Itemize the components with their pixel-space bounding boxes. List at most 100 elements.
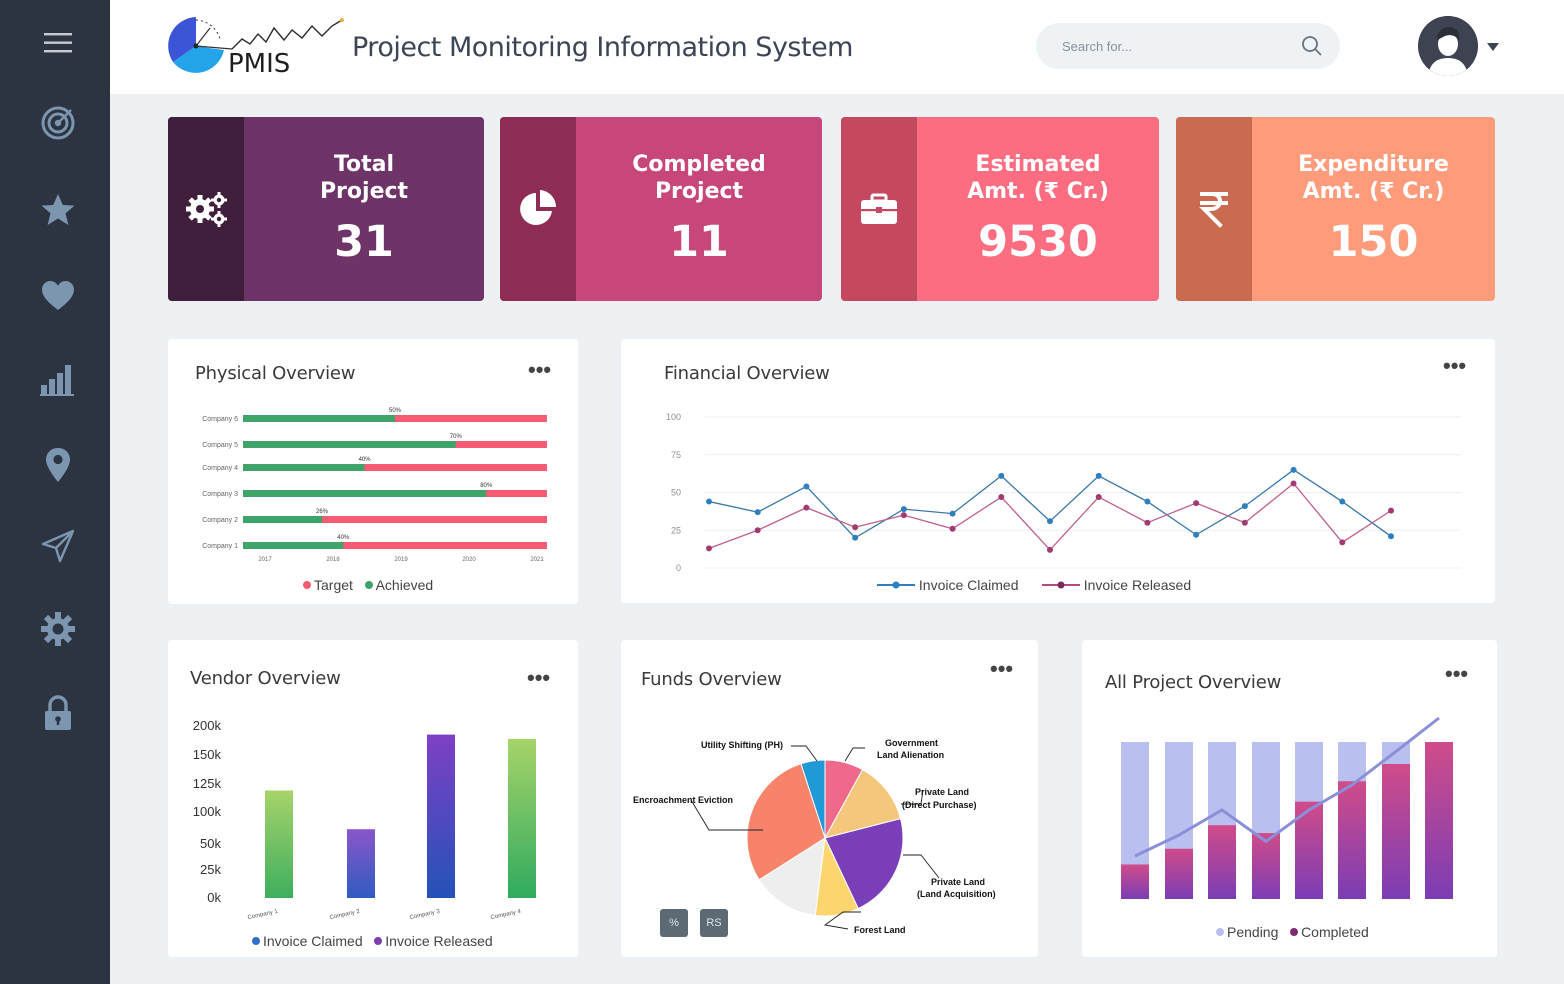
data-point-released: [1047, 546, 1053, 553]
search-icon[interactable]: [1300, 34, 1324, 58]
completed-bar: [1425, 742, 1453, 899]
location-pin-icon[interactable]: [35, 442, 81, 488]
x-tick-label: Company 2: [329, 909, 361, 921]
legend-achieved-label: Achieved: [375, 577, 434, 593]
legend-completed-swatch: [1290, 928, 1299, 936]
leader-line: [844, 747, 865, 762]
pie-slice: [824, 817, 904, 910]
data-point-released: [803, 504, 810, 511]
data-point-claimed: [1241, 503, 1248, 510]
completed-bar: [1252, 833, 1280, 899]
data-point-claimed: [949, 510, 956, 517]
vendor-overview-panel: Vendor Overview ••• 0k 25k 50k 100k 125k 150k…: [168, 640, 578, 957]
financial-chart: 0 25 50 75 100: [666, 412, 1461, 573]
series-line-invoice-released: [708, 482, 1392, 551]
achieved-bar: [243, 542, 344, 549]
pie-slice: [758, 837, 826, 916]
y-tick-label: 0k: [207, 890, 221, 905]
stat-card-estimated-amount[interactable]: Estimated Amt. (₹ Cr.) 9530: [841, 117, 1159, 301]
stat-card-strip: [500, 117, 576, 301]
chevron-down-icon[interactable]: [1486, 42, 1500, 52]
completed-bar: [1208, 825, 1236, 899]
star-icon[interactable]: [35, 187, 81, 233]
slice-label: Land Alienation: [877, 750, 944, 760]
data-point-released: [1290, 480, 1297, 487]
physical-legend: Target Achieved: [303, 577, 433, 593]
heart-icon[interactable]: [35, 273, 81, 319]
completed-bar: [1382, 763, 1410, 899]
gear-icon[interactable]: [35, 606, 81, 652]
data-point-claimed: [1388, 533, 1394, 540]
y-tick-label: 125k: [193, 776, 222, 791]
stat-card-strip: [1176, 117, 1252, 301]
all-project-chart: [1121, 716, 1453, 899]
stat-card-total-project[interactable]: Total Project 31: [168, 117, 484, 301]
completed-bar: [1165, 848, 1193, 899]
stat-card-strip: [168, 117, 244, 301]
legend-released-swatch: [374, 937, 383, 945]
y-tick-label: 50k: [200, 836, 221, 851]
category-label: Company 3: [202, 491, 238, 498]
data-point-released: [852, 524, 859, 531]
search-bar: [1036, 23, 1340, 69]
data-point-released: [754, 527, 761, 534]
pie-slice: [824, 768, 902, 839]
data-point-released: [1193, 500, 1200, 507]
stat-card-value: 9530: [978, 217, 1098, 267]
legend-completed-label: Completed: [1301, 924, 1369, 940]
slice-label: Utility Shifting (PH): [701, 740, 783, 750]
rupees-toggle-button[interactable]: RS: [700, 909, 728, 937]
stat-card-label: Expenditure Amt. (₹ Cr.): [1298, 152, 1449, 204]
search-input[interactable]: [1062, 36, 1282, 56]
stat-card-completed-project[interactable]: Completed Project 11: [500, 117, 822, 301]
stat-card-expenditure-amount[interactable]: Expenditure Amt. (₹ Cr.) 150: [1176, 117, 1495, 301]
vendor-legend: Invoice Claimed Invoice Released: [252, 933, 493, 949]
menu-icon[interactable]: [35, 20, 81, 66]
vendor-bar: [347, 829, 375, 898]
avatar[interactable]: [1418, 16, 1478, 76]
category-label: Company 4: [202, 465, 238, 472]
legend-released-swatch: [1041, 581, 1080, 589]
target-icon[interactable]: [35, 100, 81, 146]
slice-label: Encroachment Eviction: [633, 795, 733, 805]
app-logo[interactable]: PMIS: [162, 12, 352, 82]
slice-label: Government: [885, 738, 938, 748]
lock-icon[interactable]: [35, 690, 81, 736]
stat-card-label: Estimated Amt. (₹ Cr.): [967, 152, 1109, 204]
data-point-released: [706, 545, 712, 552]
target-bar: [243, 516, 547, 523]
funds-overview-panel: Funds Overview ••• Utility Shifting (PH)…: [621, 640, 1038, 957]
vendor-bar: [508, 738, 536, 898]
x-tick-label: Company 3: [409, 909, 441, 921]
target-bar: [243, 542, 547, 549]
send-icon[interactable]: [35, 523, 81, 569]
legend-released-label: Invoice Released: [1083, 577, 1192, 593]
y-tick-label: 25k: [200, 862, 221, 877]
data-point-released: [900, 512, 907, 519]
data-label: 50%: [389, 408, 402, 414]
data-point-claimed: [706, 498, 712, 505]
all-project-legend: Pending Completed: [1216, 924, 1369, 940]
data-point-released: [1144, 519, 1151, 526]
data-point-claimed: [1339, 498, 1346, 505]
funds-chart: Utility Shifting (PH) Government Land Alie…: [633, 738, 996, 935]
achieved-bar: [243, 516, 323, 523]
percent-toggle-button[interactable]: %: [660, 909, 688, 937]
bar-chart-icon[interactable]: [35, 356, 81, 402]
legend-achieved-swatch: [364, 581, 373, 589]
vendor-chart: 0k 25k 50k 100k 125k 150k 200k Company 1 Company…: [193, 718, 536, 921]
vendor-bar: [427, 734, 455, 898]
legend-pending-swatch: [1216, 928, 1224, 936]
completed-bar: [1121, 864, 1149, 899]
x-tick-label: 2020: [462, 557, 476, 563]
data-point-claimed: [803, 483, 810, 490]
category-label: Company 6: [202, 416, 238, 423]
data-point-released: [1241, 519, 1248, 526]
data-point-claimed: [1047, 518, 1053, 525]
y-tick-label: 50: [671, 488, 681, 498]
achieved-bar: [243, 490, 487, 497]
rupee-icon: [1199, 192, 1228, 228]
data-point-claimed: [754, 509, 761, 516]
leader-line: [823, 911, 861, 930]
data-point-claimed: [852, 534, 859, 541]
